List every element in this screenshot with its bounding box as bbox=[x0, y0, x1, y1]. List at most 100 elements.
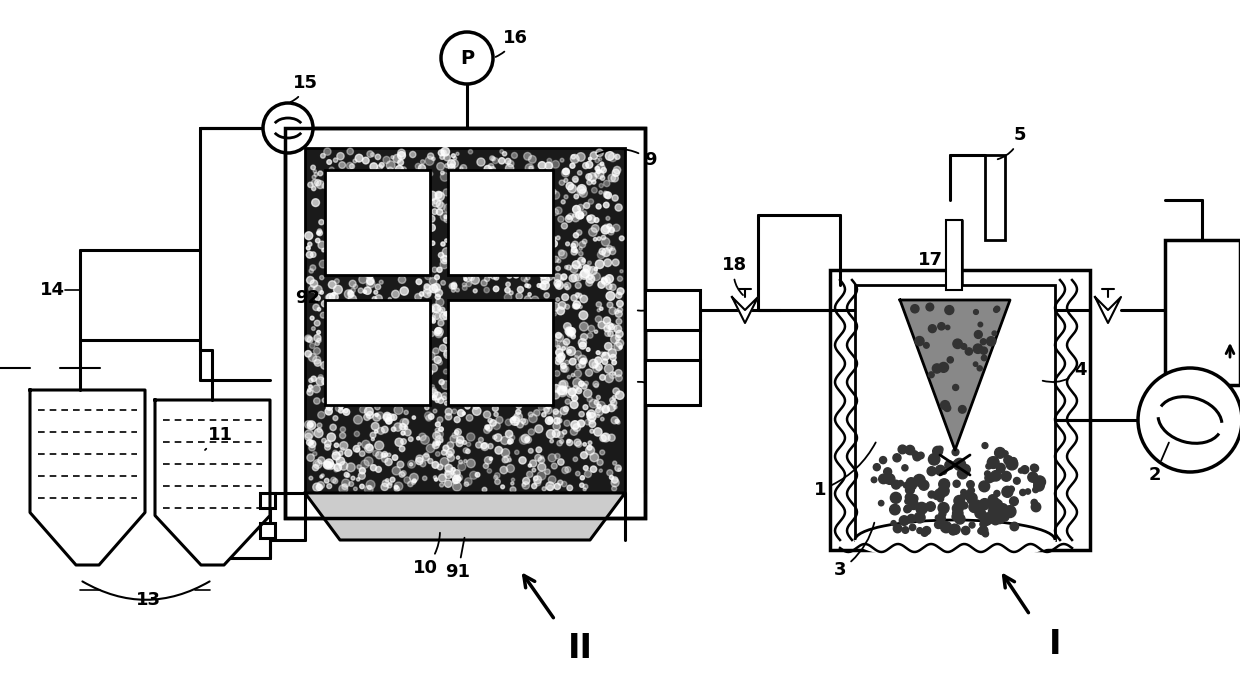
Circle shape bbox=[428, 414, 434, 419]
Circle shape bbox=[391, 414, 397, 420]
Circle shape bbox=[429, 172, 433, 176]
Circle shape bbox=[600, 435, 606, 441]
Circle shape bbox=[456, 475, 463, 481]
Circle shape bbox=[905, 447, 913, 454]
Bar bbox=[448, 300, 553, 405]
Circle shape bbox=[950, 525, 957, 532]
Circle shape bbox=[420, 435, 429, 444]
Circle shape bbox=[435, 313, 441, 320]
Circle shape bbox=[905, 494, 913, 501]
Circle shape bbox=[522, 419, 528, 424]
Circle shape bbox=[430, 241, 435, 245]
Circle shape bbox=[575, 441, 582, 447]
Circle shape bbox=[453, 470, 460, 477]
Circle shape bbox=[528, 412, 533, 417]
Circle shape bbox=[552, 191, 559, 199]
Circle shape bbox=[428, 458, 433, 464]
Circle shape bbox=[371, 437, 374, 441]
Circle shape bbox=[1009, 497, 1018, 506]
Circle shape bbox=[929, 325, 936, 332]
Circle shape bbox=[494, 275, 498, 280]
Circle shape bbox=[415, 458, 423, 464]
Circle shape bbox=[340, 433, 346, 439]
Circle shape bbox=[263, 103, 312, 153]
Circle shape bbox=[490, 420, 496, 427]
Circle shape bbox=[594, 428, 603, 436]
Circle shape bbox=[553, 411, 562, 419]
Circle shape bbox=[574, 194, 579, 199]
Circle shape bbox=[910, 495, 918, 503]
Circle shape bbox=[345, 290, 353, 299]
Circle shape bbox=[583, 405, 588, 410]
Circle shape bbox=[379, 280, 383, 284]
Circle shape bbox=[439, 427, 444, 431]
Circle shape bbox=[608, 331, 614, 336]
Circle shape bbox=[554, 454, 560, 459]
Circle shape bbox=[374, 413, 378, 416]
Circle shape bbox=[579, 412, 584, 417]
Circle shape bbox=[310, 280, 317, 288]
Circle shape bbox=[952, 449, 959, 456]
Circle shape bbox=[939, 479, 950, 489]
Circle shape bbox=[997, 507, 1004, 515]
Circle shape bbox=[605, 330, 610, 336]
Circle shape bbox=[599, 248, 605, 255]
Circle shape bbox=[435, 330, 443, 338]
Circle shape bbox=[366, 444, 373, 451]
Circle shape bbox=[399, 472, 404, 477]
Circle shape bbox=[905, 498, 910, 504]
Circle shape bbox=[386, 479, 389, 482]
Circle shape bbox=[572, 374, 574, 376]
Circle shape bbox=[326, 462, 335, 470]
Circle shape bbox=[939, 502, 949, 514]
Circle shape bbox=[614, 167, 621, 174]
Circle shape bbox=[321, 154, 325, 158]
Circle shape bbox=[604, 180, 610, 187]
Circle shape bbox=[583, 265, 590, 272]
Circle shape bbox=[429, 364, 438, 372]
Circle shape bbox=[443, 256, 448, 261]
Circle shape bbox=[332, 292, 336, 296]
Circle shape bbox=[398, 152, 405, 160]
Circle shape bbox=[952, 508, 963, 519]
Circle shape bbox=[404, 477, 410, 483]
Circle shape bbox=[520, 457, 526, 464]
Circle shape bbox=[481, 443, 487, 449]
Circle shape bbox=[435, 430, 444, 439]
Text: 91: 91 bbox=[445, 538, 470, 581]
Bar bbox=[946, 220, 962, 290]
Circle shape bbox=[428, 292, 430, 296]
Circle shape bbox=[578, 257, 585, 265]
Circle shape bbox=[568, 213, 574, 219]
Circle shape bbox=[322, 378, 329, 385]
Circle shape bbox=[392, 455, 398, 460]
Circle shape bbox=[893, 454, 901, 462]
Circle shape bbox=[441, 32, 494, 84]
Circle shape bbox=[484, 463, 489, 468]
Bar bbox=[830, 270, 1090, 550]
Circle shape bbox=[993, 512, 1006, 523]
Circle shape bbox=[394, 423, 402, 431]
Circle shape bbox=[501, 437, 508, 445]
Circle shape bbox=[322, 398, 326, 403]
Circle shape bbox=[373, 414, 381, 421]
Circle shape bbox=[440, 312, 448, 320]
Circle shape bbox=[343, 409, 348, 413]
Circle shape bbox=[322, 183, 327, 188]
Circle shape bbox=[567, 439, 570, 443]
Circle shape bbox=[308, 389, 312, 395]
Circle shape bbox=[585, 161, 593, 169]
Circle shape bbox=[563, 406, 569, 412]
Circle shape bbox=[606, 245, 613, 251]
Circle shape bbox=[435, 294, 440, 299]
Bar bbox=[1166, 240, 1240, 385]
Circle shape bbox=[558, 283, 560, 286]
Circle shape bbox=[453, 409, 456, 414]
Circle shape bbox=[408, 460, 415, 468]
Circle shape bbox=[601, 352, 610, 360]
Circle shape bbox=[434, 478, 438, 481]
Circle shape bbox=[430, 385, 434, 389]
Circle shape bbox=[311, 376, 316, 382]
Circle shape bbox=[527, 471, 533, 477]
Circle shape bbox=[577, 230, 582, 236]
